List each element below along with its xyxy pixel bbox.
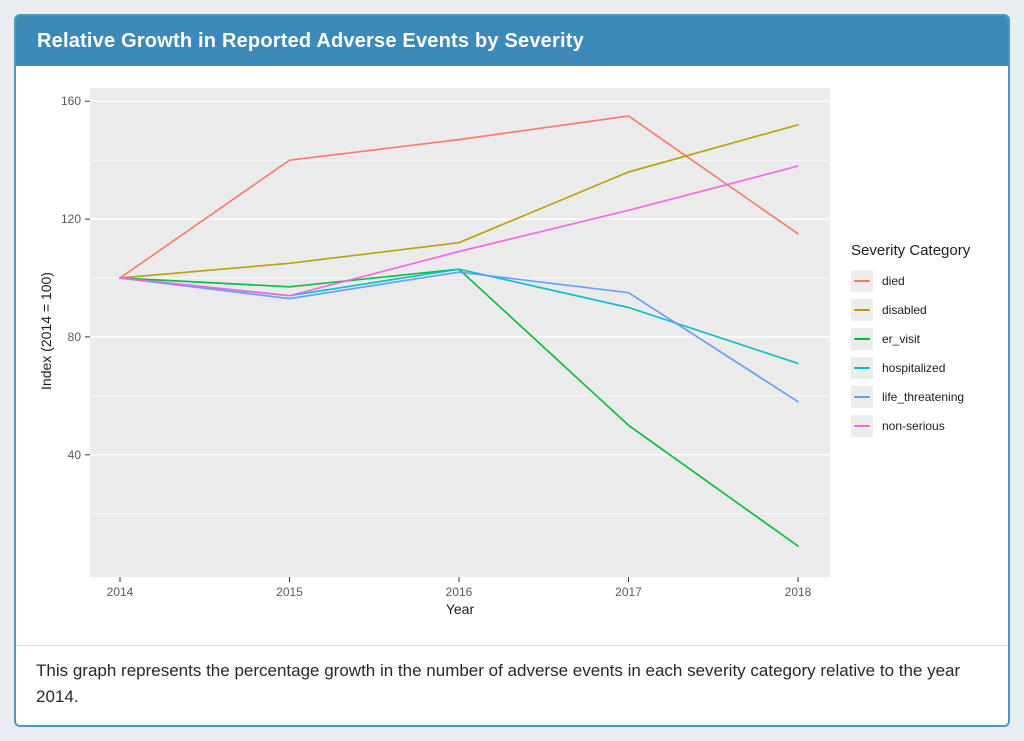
legend-item: er_visit bbox=[851, 328, 970, 350]
legend-label: life_threatening bbox=[882, 390, 965, 404]
x-tick-label: 2018 bbox=[784, 585, 812, 599]
legend-item: disabled bbox=[851, 299, 970, 321]
x-tick-label: 2017 bbox=[615, 585, 642, 599]
series-line-non-serious bbox=[119, 165, 799, 297]
series-line-disabled bbox=[119, 123, 799, 279]
legend-key-line bbox=[854, 396, 870, 398]
series-line-died bbox=[119, 115, 799, 279]
legend-key-line bbox=[854, 338, 870, 340]
legend-key-line bbox=[854, 280, 870, 282]
legend-label: died bbox=[882, 274, 905, 288]
legend-key-line bbox=[854, 309, 870, 311]
legend-item: died bbox=[851, 270, 970, 292]
legend-item: non-serious bbox=[851, 415, 970, 437]
legend-key-swatch bbox=[851, 299, 873, 321]
legend-key-swatch bbox=[851, 328, 873, 350]
legend-key-line bbox=[854, 425, 870, 427]
legend-item: hospitalized bbox=[851, 357, 970, 379]
report-card: Relative Growth in Reported Adverse Even… bbox=[14, 14, 1010, 727]
legend-key-swatch bbox=[851, 357, 873, 379]
legend-label: er_visit bbox=[882, 332, 921, 346]
legend-title: Severity Category bbox=[851, 242, 971, 259]
x-tick-label: 2016 bbox=[445, 585, 473, 599]
page-title: Relative Growth in Reported Adverse Even… bbox=[37, 29, 584, 52]
card-header: Relative Growth in Reported Adverse Even… bbox=[16, 16, 1008, 66]
y-tick-label: 120 bbox=[60, 212, 81, 227]
legend-item: life_threatening bbox=[851, 386, 970, 408]
y-axis-title: Index (2014 = 100) bbox=[38, 272, 54, 390]
legend-label: disabled bbox=[882, 303, 927, 317]
legend-key-swatch bbox=[851, 386, 873, 408]
line-chart: 2014 2015 2016 2017 2018 40 80 120 160 Year Inde… bbox=[16, 66, 1008, 645]
plot-panel bbox=[90, 88, 830, 577]
x-tick-label: 2015 bbox=[276, 585, 303, 599]
caption: This graph represents the percentage gro… bbox=[36, 661, 961, 707]
legend-label: hospitalized bbox=[882, 361, 946, 375]
y-tick-label: 80 bbox=[67, 329, 81, 344]
legend-key-swatch bbox=[851, 415, 873, 437]
y-tick-label: 160 bbox=[60, 94, 81, 109]
series-line-life_threatening bbox=[119, 271, 799, 403]
x-tick-label: 2014 bbox=[106, 585, 134, 599]
legend-label: non-serious bbox=[882, 419, 945, 433]
legend-key-swatch bbox=[851, 270, 873, 292]
x-axis-title: Year bbox=[445, 601, 475, 617]
legend-key-line bbox=[854, 367, 870, 369]
y-tick-label: 40 bbox=[67, 447, 81, 462]
card-footer: This graph represents the percentage gro… bbox=[16, 645, 1008, 711]
